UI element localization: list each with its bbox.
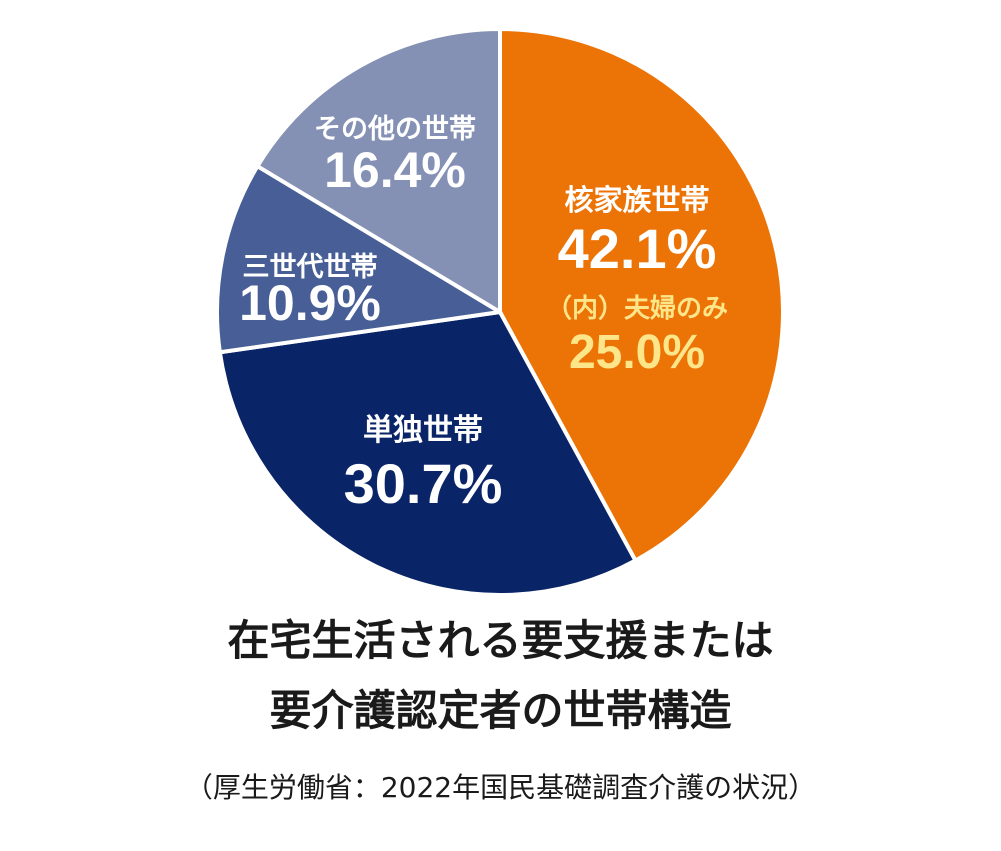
chart-title-line-1: 在宅生活される要支援または	[227, 616, 774, 665]
slice-sublabel-couple-only: （内）夫婦のみ	[546, 294, 728, 324]
slice-label-other: その他の世帯	[314, 113, 476, 145]
pie-slice-nuclear-family	[498, 27, 785, 563]
slice-value-other: 16.4%	[324, 142, 466, 198]
slice-value-nuclear-family: 42.1%	[558, 217, 717, 280]
pie-slice-single-person	[217, 310, 638, 597]
slice-label-three-generation: 三世代世帯	[243, 251, 378, 283]
slice-value-three-generation: 10.9%	[239, 275, 381, 331]
pie-slice-other	[255, 27, 502, 314]
slice-subvalue-couple-only: 25.0%	[569, 326, 705, 379]
slice-value-single-person: 30.7%	[344, 452, 503, 515]
slice-label-nuclear-family: 核家族世帯	[564, 183, 709, 217]
pie-slice-three-generation	[215, 164, 502, 355]
slice-label-single-person: 単独世帯	[363, 413, 483, 448]
chart-source: （厚生労働省：2022年国民基礎調査介護の状況）	[184, 771, 817, 804]
chart-title-line-2: 要介護認定者の世帯構造	[269, 686, 732, 735]
